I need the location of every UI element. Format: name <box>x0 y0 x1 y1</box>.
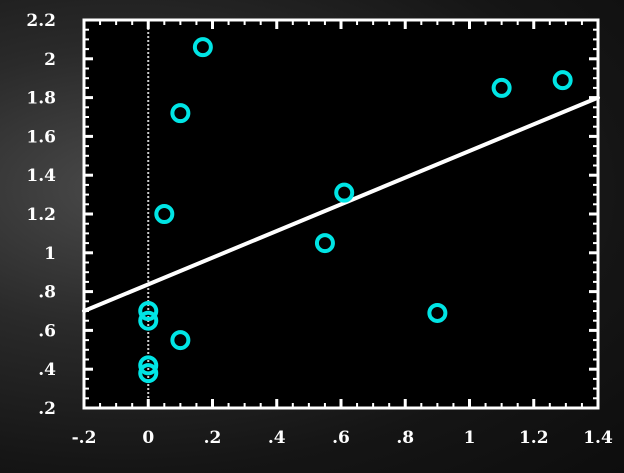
y-tick-label: 1.8 <box>26 89 56 109</box>
data-point <box>491 77 512 98</box>
data-point <box>192 37 213 58</box>
y-tick-label: 1 <box>44 244 56 264</box>
y-tick-label: .8 <box>38 283 56 303</box>
data-point <box>427 302 448 323</box>
axes-layer <box>82 18 600 410</box>
x-tick-label: .8 <box>396 428 414 448</box>
y-tick-label: 2 <box>44 50 56 70</box>
y-tick-label: .2 <box>38 399 56 419</box>
data-point <box>138 355 159 376</box>
y-tick-label: 2.2 <box>26 11 56 31</box>
y-tick-label: 1.4 <box>26 166 56 186</box>
x-tick-label: -.2 <box>72 428 97 448</box>
fit-line-layer <box>82 95 600 313</box>
data-point <box>138 363 159 384</box>
x-tick-label: .4 <box>268 428 286 448</box>
data-point <box>170 103 191 124</box>
tick-labels-layer: -.2 0.2.4.6.8 1 1.2 1.42.221.81.61.41.21.8.6… <box>26 11 613 448</box>
data-point <box>334 182 355 203</box>
y-tick-label: 1.6 <box>26 127 56 147</box>
x-tick-label: .2 <box>204 428 222 448</box>
y-tick-label: 1.2 <box>26 205 56 225</box>
y-tick-label: .6 <box>38 321 56 341</box>
x-tick-label: 1.2 <box>519 428 549 448</box>
data-point <box>154 204 175 224</box>
data-point <box>170 330 191 351</box>
plot-area <box>84 20 598 408</box>
x-tick-label: 1.4 <box>583 428 613 448</box>
points-layer <box>138 37 573 384</box>
fit-line <box>82 95 600 313</box>
x-tick-label: 0 <box>142 428 154 448</box>
data-point <box>314 233 335 254</box>
x-tick-label: .6 <box>332 428 350 448</box>
data-point <box>138 301 159 321</box>
y-tick-label: .4 <box>38 360 56 380</box>
data-point <box>138 310 159 331</box>
x-tick-label: 1 <box>464 428 476 448</box>
data-point <box>552 70 573 91</box>
